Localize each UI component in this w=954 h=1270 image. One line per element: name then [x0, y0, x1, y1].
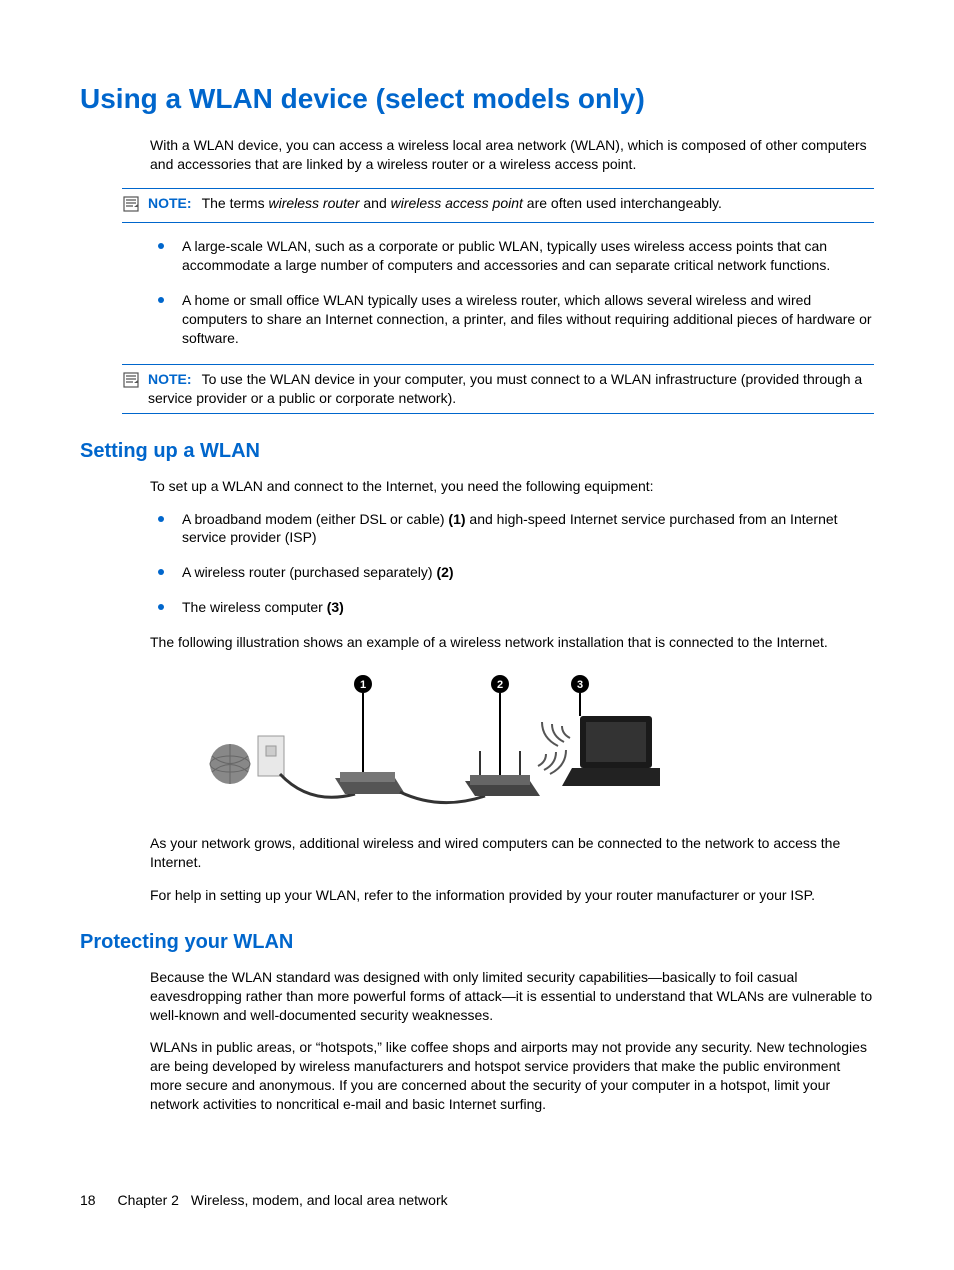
page-title: Using a WLAN device (select models only): [80, 80, 874, 118]
note-icon: [122, 195, 140, 218]
note-icon: [122, 371, 140, 394]
li-pre: The wireless computer: [182, 599, 327, 615]
bullet-list-setup: A broadband modem (either DSL or cable) …: [150, 510, 874, 618]
note-text-post: are often used interchangeably.: [523, 195, 722, 211]
note-em1: wireless router: [268, 195, 359, 211]
list-item: A wireless router (purchased separately)…: [150, 563, 874, 582]
chapter-title: Wireless, modem, and local area network: [191, 1192, 448, 1208]
note-em2: wireless access point: [391, 195, 523, 211]
callout-2: 2: [497, 679, 503, 691]
network-illustration: 1 2 3: [200, 666, 660, 816]
li-pre: A broadband modem (either DSL or cable): [182, 511, 448, 527]
intro-paragraph: With a WLAN device, you can access a wir…: [150, 136, 874, 174]
note-content: NOTE:To use the WLAN device in your comp…: [148, 370, 874, 408]
li-pre: A wireless router (purchased separately): [182, 564, 436, 580]
list-item: A broadband modem (either DSL or cable) …: [150, 510, 874, 548]
li-num: (1): [448, 511, 465, 527]
list-item: The wireless computer (3): [150, 598, 874, 617]
after-illus-1: As your network grows, additional wirele…: [150, 834, 874, 872]
illustration-caption: The following illustration shows an exam…: [150, 633, 874, 652]
bullet-list-1: A large-scale WLAN, such as a corporate …: [150, 237, 874, 347]
list-item: A large-scale WLAN, such as a corporate …: [150, 237, 874, 275]
note-text-pre: The terms: [202, 195, 269, 211]
section-heading-protect: Protecting your WLAN: [80, 929, 874, 956]
note-text-mid: and: [360, 195, 391, 211]
note-box-1: NOTE: The terms wireless router and wirel…: [122, 188, 874, 224]
page-footer: 18 Chapter 2 Wireless, modem, and local …: [80, 1191, 448, 1210]
section-heading-setup: Setting up a WLAN: [80, 438, 874, 465]
after-illus-2: For help in setting up your WLAN, refer …: [150, 886, 874, 905]
li-num: (3): [327, 599, 344, 615]
protect-p2: WLANs in public areas, or “hotspots,” li…: [150, 1038, 874, 1114]
page-number: 18: [80, 1192, 96, 1208]
setup-intro: To set up a WLAN and connect to the Inte…: [150, 477, 874, 496]
note-text: To use the WLAN device in your computer,…: [148, 371, 862, 406]
note-content: NOTE: The terms wireless router and wirel…: [148, 194, 874, 213]
note-label: NOTE:: [148, 371, 192, 387]
list-item: A home or small office WLAN typically us…: [150, 291, 874, 348]
callout-1: 1: [360, 679, 366, 691]
note-box-2: NOTE:To use the WLAN device in your comp…: [122, 364, 874, 414]
chapter-label: Chapter 2: [117, 1192, 178, 1208]
callout-3: 3: [577, 679, 583, 691]
li-num: (2): [436, 564, 453, 580]
protect-p1: Because the WLAN standard was designed w…: [150, 968, 874, 1025]
note-label: NOTE:: [148, 195, 192, 211]
